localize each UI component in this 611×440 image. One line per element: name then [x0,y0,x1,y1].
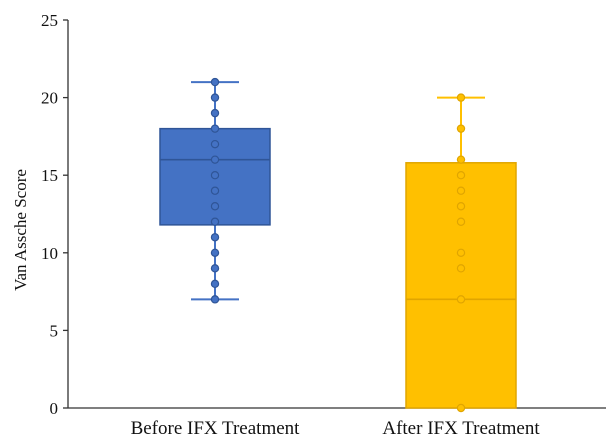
data-point [210,279,220,289]
data-point [456,264,466,273]
data-point [456,295,466,304]
data-point [456,217,466,226]
data-point [210,93,220,102]
data-point [456,170,466,180]
data-point [456,93,466,102]
x-category-label: After IFX Treatment [382,418,540,439]
x-category-label: Before IFX Treatment [131,418,301,439]
box-iqr [405,162,517,409]
data-point [210,233,220,242]
box-group-1 [159,77,271,304]
data-point [210,248,220,257]
data-point [456,403,466,413]
y-tick-label: 20 [41,89,58,108]
box-group-2 [405,93,517,413]
data-point [210,124,220,133]
y-tick-label: 15 [41,166,58,185]
x-axis-labels: Before IFX Treatment After IFX Treatment [131,418,541,439]
data-point [456,186,466,195]
data-point [210,108,220,118]
y-axis-title: Van Assche Score [11,169,30,291]
data-point [456,124,466,133]
y-tick-label: 10 [41,244,58,263]
y-tick-label: 5 [50,321,59,340]
data-point [210,139,220,149]
data-point [456,155,466,164]
data-point [210,170,220,180]
data-point [210,295,220,304]
y-axis: 0 5 10 15 20 25 [41,11,69,418]
data-point [456,248,466,257]
data-point [210,77,220,87]
data-point [210,217,220,226]
boxes [159,77,517,413]
y-tick-label: 25 [41,11,58,30]
data-point [210,264,220,273]
data-point [210,202,220,211]
data-point [456,202,466,211]
data-point [210,155,220,164]
y-tick-label: 0 [50,399,59,418]
data-point [210,186,220,195]
